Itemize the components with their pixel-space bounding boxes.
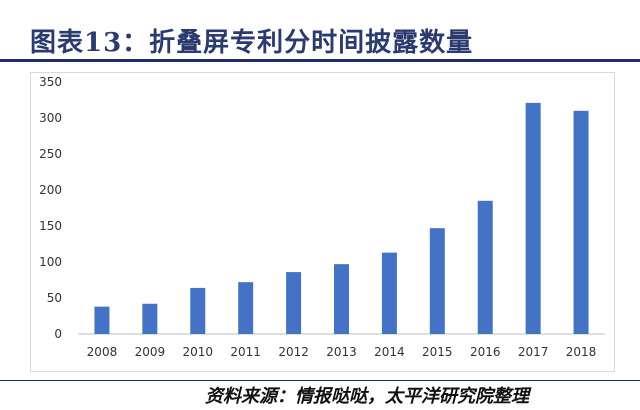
chart-header: 图表13：折叠屏专利分时间披露数量 xyxy=(0,0,640,62)
y-tick-label: 200 xyxy=(39,183,62,197)
bar-2009 xyxy=(142,303,158,334)
footer-rule xyxy=(0,380,640,381)
x-tick-label: 2009 xyxy=(135,345,166,359)
y-tick-label: 50 xyxy=(47,291,62,305)
x-tick-label: 2012 xyxy=(278,345,309,359)
x-tick-label: 2016 xyxy=(470,345,501,359)
y-tick-label: 350 xyxy=(39,75,62,89)
bar-2015 xyxy=(429,228,445,334)
bar-2011 xyxy=(238,282,254,334)
bar-2008 xyxy=(94,306,110,334)
bar-2013 xyxy=(334,264,349,334)
x-tick-label: 2018 xyxy=(566,345,597,359)
y-tick-label: 0 xyxy=(54,327,62,341)
y-tick-label: 300 xyxy=(39,111,62,125)
bar-2014 xyxy=(381,252,397,334)
x-tick-label: 2010 xyxy=(182,345,213,359)
x-tick-label: 2013 xyxy=(326,345,357,359)
x-tick-label: 2011 xyxy=(230,345,261,359)
x-tick-label: 2008 xyxy=(87,345,118,359)
bar-chart: 0 50 100 150 200 250 300 350 2008 2009 2010 2011 201… xyxy=(39,75,605,359)
x-tick-label: 2015 xyxy=(422,345,453,359)
y-tick-label: 150 xyxy=(39,219,62,233)
y-tick-label: 100 xyxy=(39,255,62,269)
bar-2012 xyxy=(286,272,302,334)
y-tick-label: 250 xyxy=(39,147,62,161)
bar-2010 xyxy=(190,287,206,334)
bar-2017 xyxy=(525,102,541,334)
x-tick-label: 2014 xyxy=(374,345,405,359)
chart-title: 图表13：折叠屏专利分时间披露数量 xyxy=(30,28,474,58)
chart-area xyxy=(30,72,615,372)
bar-2016 xyxy=(477,200,493,334)
x-tick-label: 2017 xyxy=(518,345,549,359)
bar-2018 xyxy=(573,110,589,334)
source-note: 资料来源：情报哒哒，太平洋研究院整理 xyxy=(205,386,529,407)
